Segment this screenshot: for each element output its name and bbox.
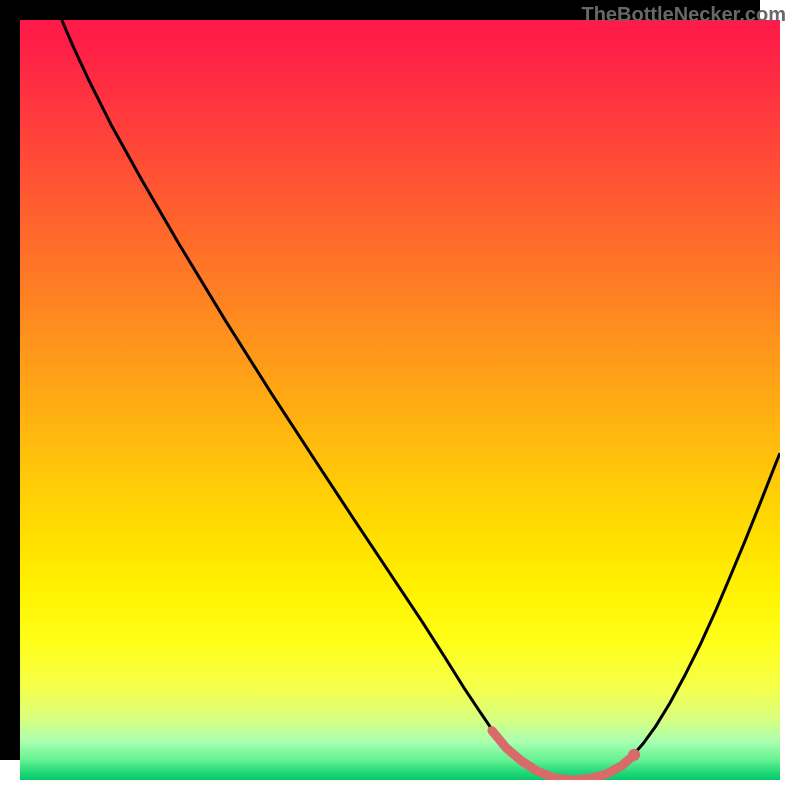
- optimal-range-marker: [492, 731, 634, 780]
- plot-area: [20, 20, 780, 780]
- watermark-text: TheBottleNecker.com: [581, 4, 786, 27]
- optimal-range-end-dot: [628, 749, 640, 761]
- curve-overlay: [20, 20, 780, 780]
- bottleneck-curve: [62, 20, 780, 780]
- chart-frame: TheBottleNecker.com: [0, 0, 800, 800]
